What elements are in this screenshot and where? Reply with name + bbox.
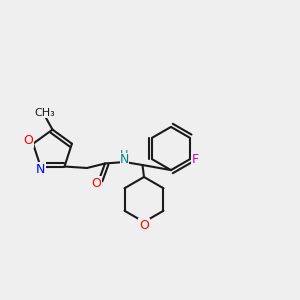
Text: O: O — [24, 134, 34, 147]
Text: H: H — [120, 149, 129, 160]
Text: N: N — [120, 153, 129, 166]
Text: O: O — [91, 176, 101, 190]
Text: F: F — [191, 153, 199, 166]
Text: CH₃: CH₃ — [34, 108, 56, 118]
Text: O: O — [139, 218, 149, 232]
Text: N: N — [36, 163, 45, 176]
